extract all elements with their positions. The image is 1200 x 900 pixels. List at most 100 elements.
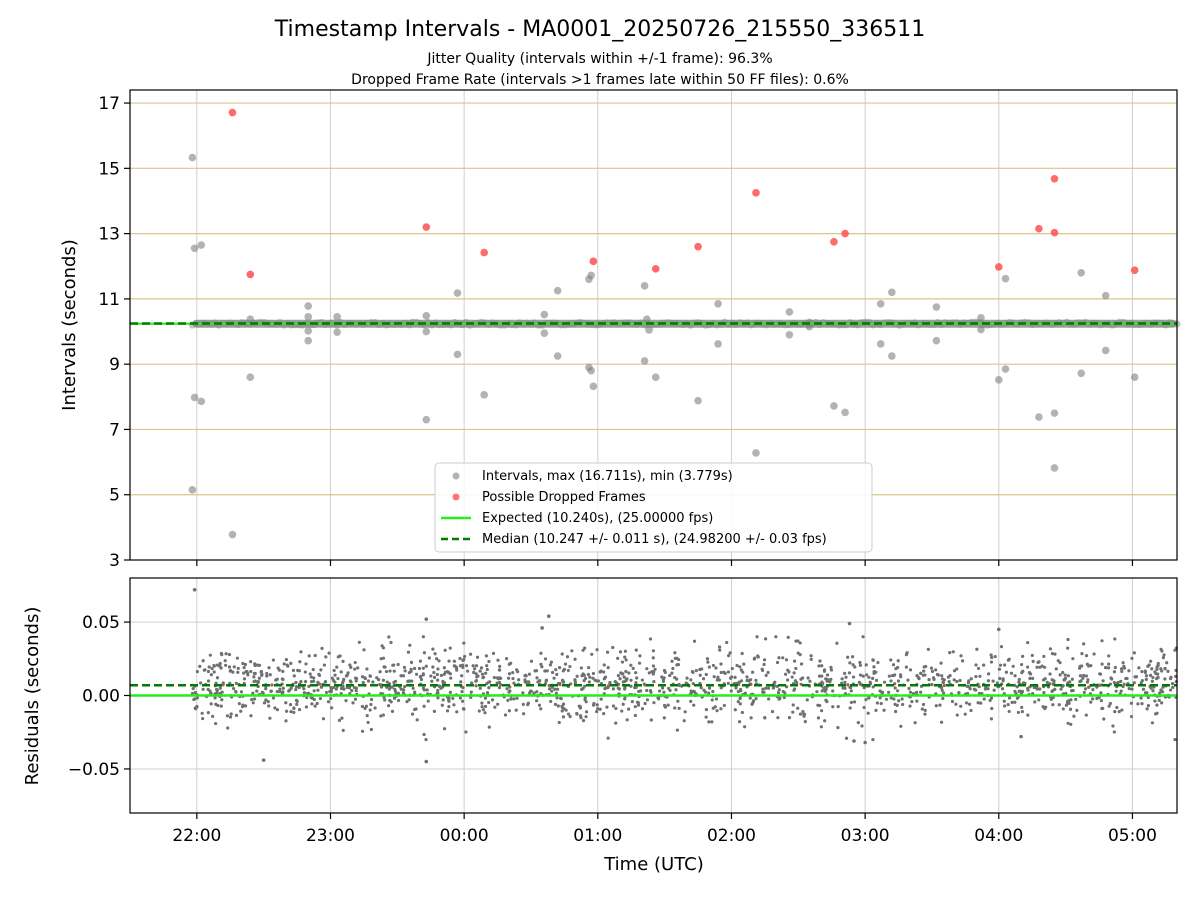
residual-point (1068, 680, 1072, 684)
residual-point (1100, 662, 1104, 666)
residual-point (673, 651, 677, 655)
residual-point (1134, 675, 1139, 679)
residual-point (652, 680, 656, 684)
subtitle-jitter: Jitter Quality (intervals within +/-1 fr… (426, 51, 772, 67)
residual-point (631, 666, 635, 670)
residual-point (487, 686, 491, 690)
residual-point (430, 679, 434, 683)
interval-point-44 (841, 408, 849, 417)
residual-point (1061, 684, 1065, 688)
residual-point (561, 678, 565, 683)
residual-point (616, 673, 621, 678)
residual-point (1129, 701, 1133, 705)
residual-point (234, 713, 239, 717)
residual-point (426, 699, 430, 703)
residual-point (931, 676, 936, 680)
residual-point (849, 689, 853, 693)
residual-point (481, 676, 485, 680)
residual-point (1019, 691, 1024, 695)
legend-label-expected: Expected (10.240s), (25.00000 fps) (482, 511, 713, 526)
residual-point (483, 696, 488, 700)
residual-point (707, 720, 711, 724)
residual-point (1145, 707, 1149, 711)
residual-point (448, 690, 452, 694)
residual-point (820, 689, 824, 693)
interval-point-43 (830, 402, 838, 410)
interval-point-5 (197, 397, 206, 406)
residual-point (550, 670, 555, 675)
residual-point (927, 678, 931, 682)
residual-point (586, 672, 590, 677)
residual-point (1020, 709, 1025, 714)
residual-point (554, 668, 558, 672)
residual-point (923, 712, 927, 716)
residual-point (858, 663, 862, 667)
residual-point (774, 635, 778, 639)
residual-point (878, 689, 882, 693)
residual-point (1120, 669, 1124, 674)
residual-point (904, 665, 908, 669)
residual-point (739, 687, 743, 692)
residual-point (846, 683, 850, 687)
residual-point (1102, 717, 1106, 721)
residual-point (365, 714, 369, 718)
residual-point (995, 681, 999, 685)
residual-point (219, 666, 223, 670)
residual-point (887, 690, 891, 694)
residual-point (289, 661, 293, 665)
residual-point (605, 650, 610, 654)
residual-point (470, 681, 474, 685)
residual-point (844, 736, 849, 740)
residual-point (606, 666, 610, 670)
residual-point (539, 651, 543, 655)
residual-point (740, 710, 744, 715)
interval-point-18 (453, 289, 462, 297)
residual-point (852, 700, 857, 704)
residual-point (616, 656, 620, 660)
residual-point (386, 704, 391, 708)
residual-point (545, 669, 549, 673)
residual-point (526, 703, 530, 707)
residual-point (689, 678, 693, 682)
dropped-frame-point-3 (480, 248, 488, 257)
residual-point (1107, 704, 1111, 708)
residual-point (978, 674, 982, 678)
residual-point (1166, 669, 1170, 673)
residual-point (662, 690, 666, 694)
residual-point (874, 708, 878, 712)
residual-point (596, 707, 600, 711)
residual-point (208, 653, 212, 657)
residual-point (692, 639, 697, 643)
residual-point (437, 684, 442, 688)
residual-point (422, 704, 426, 708)
residual-point (322, 663, 327, 667)
residual-point (281, 686, 285, 690)
residual-point (1082, 673, 1086, 678)
residual-point (458, 656, 462, 661)
interval-point-31 (643, 315, 651, 323)
residual-point (836, 704, 840, 709)
residual-point (645, 698, 650, 702)
top-ytick-label-7: 17 (98, 94, 120, 114)
residual-point (602, 663, 606, 667)
residual-point (634, 681, 638, 685)
residual-point (344, 699, 348, 703)
residual-point (234, 681, 238, 685)
residual-point (392, 669, 396, 673)
top-grid (130, 90, 1177, 560)
residual-point (778, 696, 782, 700)
residual-point (1104, 665, 1108, 670)
residual-point (1078, 674, 1083, 678)
residual-point (887, 674, 891, 678)
residual-point (573, 657, 577, 661)
residual-point (815, 690, 819, 694)
residual-point (252, 697, 257, 701)
residual-point (1070, 677, 1074, 681)
legend-label-dropped: Possible Dropped Frames (482, 490, 646, 505)
residual-point (989, 696, 994, 700)
residual-point (939, 661, 943, 665)
residual-point (691, 670, 695, 674)
residual-point (590, 652, 594, 656)
residual-point (421, 673, 425, 677)
residual-point (581, 648, 585, 652)
